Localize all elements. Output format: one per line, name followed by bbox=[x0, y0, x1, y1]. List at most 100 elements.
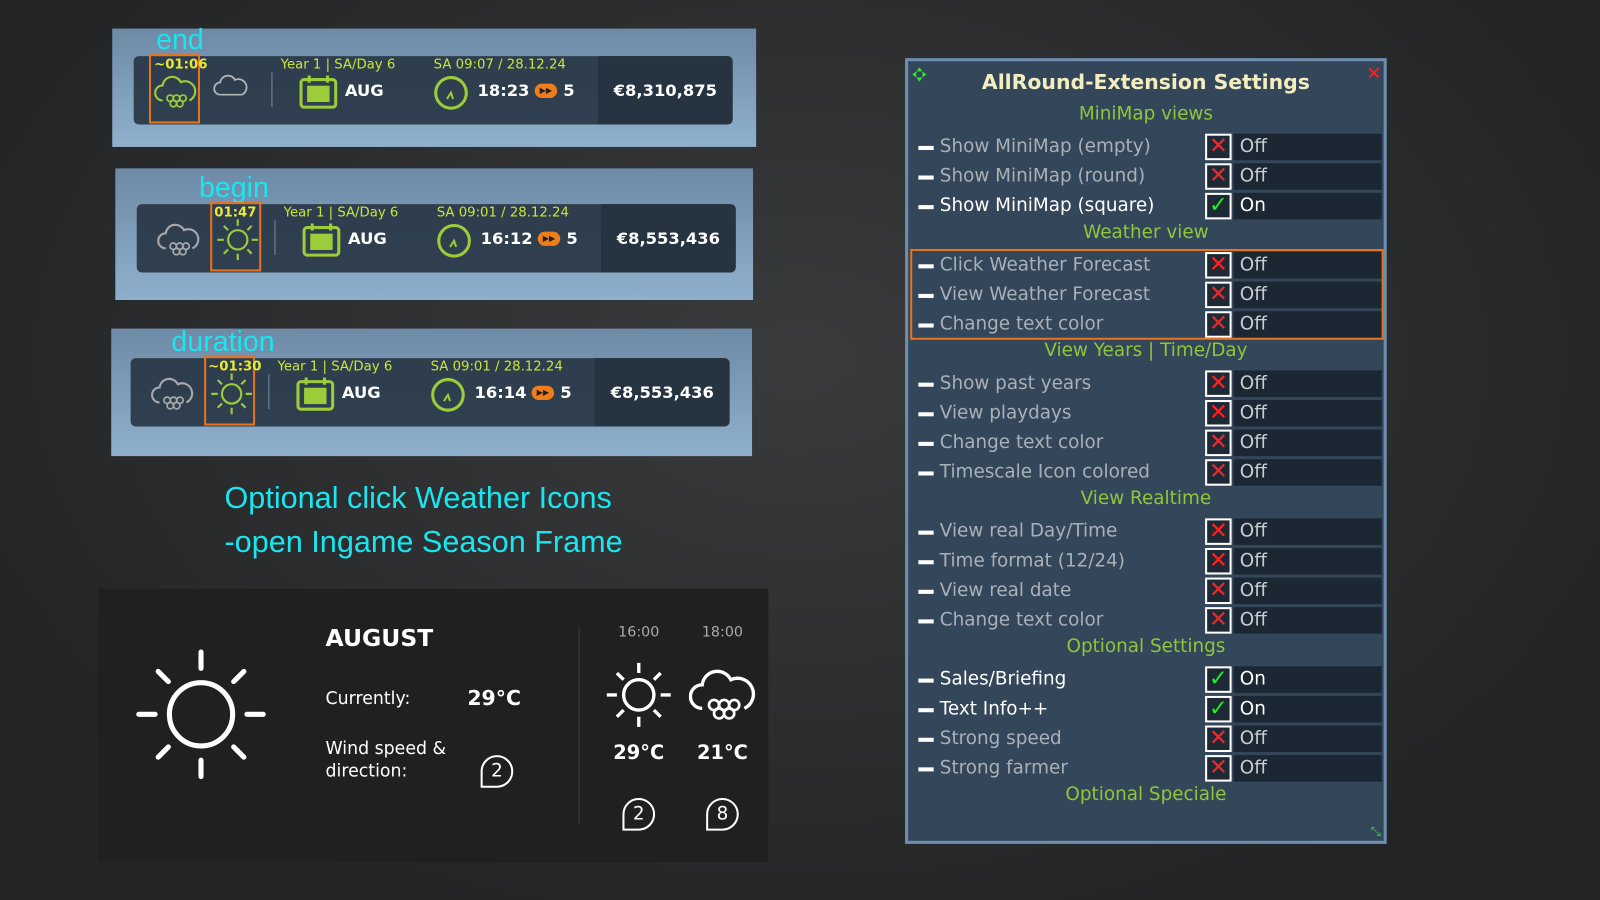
setting-value[interactable]: Off bbox=[1233, 547, 1382, 575]
x-icon[interactable]: ✕ bbox=[1205, 370, 1232, 397]
setting-value[interactable]: Off bbox=[1233, 370, 1382, 397]
timescale-icon[interactable]: ▶▶ bbox=[537, 231, 561, 246]
setting-label: Timescale Icon colored bbox=[939, 461, 1150, 483]
setting-row[interactable]: Change text color ✕ Off bbox=[908, 311, 1384, 339]
x-icon[interactable]: ✕ bbox=[1205, 281, 1232, 309]
setting-value[interactable]: Off bbox=[1233, 252, 1382, 279]
x-icon[interactable]: ✕ bbox=[1205, 547, 1232, 575]
setting-label: View real date bbox=[939, 579, 1072, 602]
setting-row[interactable]: Change text color ✕ Off bbox=[908, 429, 1384, 458]
timescale-icon[interactable]: ▶▶ bbox=[534, 83, 558, 98]
x-icon[interactable]: ✕ bbox=[1205, 755, 1232, 782]
divider bbox=[268, 374, 270, 410]
setting-label: View real Day/Time bbox=[939, 520, 1118, 542]
setting-value[interactable]: Off bbox=[1233, 577, 1382, 605]
move-icon[interactable] bbox=[912, 67, 927, 82]
sun-icon bbox=[605, 661, 672, 732]
hud-bar: ~01:06 Year 1 | SA/Day 6 AUG SA 09:07 / … bbox=[133, 54, 733, 125]
setting-row[interactable]: View Weather Forecast ✕ Off bbox=[908, 281, 1384, 310]
month: AUG bbox=[341, 382, 381, 403]
rain-cloud-icon[interactable] bbox=[151, 372, 194, 419]
rain-cloud-icon[interactable] bbox=[157, 218, 200, 265]
month: AUG bbox=[344, 80, 384, 100]
x-icon[interactable]: ✕ bbox=[1205, 725, 1232, 753]
dash-icon bbox=[918, 530, 934, 535]
x-icon[interactable]: ✕ bbox=[1205, 459, 1232, 486]
weather-timer: ~01:06 bbox=[154, 57, 208, 73]
setting-label: Change text color bbox=[939, 609, 1104, 631]
x-icon[interactable]: ✕ bbox=[1205, 399, 1232, 427]
section-title: Optional Settings bbox=[1066, 635, 1226, 658]
setting-value[interactable]: Off bbox=[1233, 459, 1382, 486]
dash-icon bbox=[918, 382, 934, 387]
dash-icon bbox=[918, 323, 934, 328]
check-icon[interactable]: ✓ bbox=[1205, 666, 1232, 693]
setting-value[interactable]: On bbox=[1233, 666, 1382, 693]
setting-row[interactable]: Change text color ✕ Off bbox=[908, 607, 1384, 635]
setting-row[interactable]: Text Info++ ✓ On bbox=[908, 695, 1384, 724]
setting-value[interactable]: On bbox=[1233, 192, 1382, 220]
setting-value[interactable]: Off bbox=[1233, 133, 1382, 161]
setting-row[interactable]: Show MiniMap (round) ✕ Off bbox=[908, 163, 1384, 191]
money: €8,553,436 bbox=[594, 358, 730, 427]
setting-row[interactable]: Show MiniMap (empty) ✕ Off bbox=[908, 133, 1384, 162]
sun-icon[interactable] bbox=[210, 372, 253, 419]
sun-icon[interactable] bbox=[216, 218, 259, 265]
x-icon[interactable]: ✕ bbox=[1205, 163, 1232, 190]
setting-row[interactable]: Click Weather Forecast ✕ Off bbox=[908, 252, 1384, 280]
rain-cloud-icon[interactable] bbox=[154, 70, 197, 117]
setting-value[interactable]: Off bbox=[1233, 281, 1382, 309]
setting-row[interactable]: Strong farmer ✕ Off bbox=[908, 755, 1384, 783]
x-icon[interactable]: ✕ bbox=[1205, 607, 1232, 634]
close-button[interactable]: ✕ bbox=[1366, 63, 1382, 85]
check-icon[interactable]: ✓ bbox=[1205, 192, 1232, 220]
weather-timer: ~01:30 bbox=[208, 359, 262, 375]
setting-row[interactable]: Time format (12/24) ✕ Off bbox=[908, 547, 1384, 576]
forecast-temp: 21°C bbox=[696, 741, 748, 765]
hud-bar: 01:47 Year 1 | SA/Day 6 AUG SA 09:01 / 2… bbox=[136, 202, 736, 273]
timescale-icon[interactable]: ▶▶ bbox=[531, 385, 555, 400]
month: AUG bbox=[347, 228, 387, 248]
forecast-wind: 2 bbox=[622, 797, 656, 831]
setting-value[interactable]: Off bbox=[1233, 725, 1382, 753]
setting-row[interactable]: View real date ✕ Off bbox=[908, 577, 1384, 606]
setting-value[interactable]: Off bbox=[1233, 607, 1382, 634]
settings-window: ✕ AllRound-Extension Settings MiniMap vi… bbox=[905, 58, 1387, 844]
x-icon[interactable]: ✕ bbox=[1205, 133, 1232, 161]
x-icon[interactable]: ✕ bbox=[1205, 518, 1232, 545]
cloud-icon[interactable] bbox=[213, 70, 248, 109]
setting-row[interactable]: Strong speed ✕ Off bbox=[908, 725, 1384, 754]
setting-row[interactable]: View playdays ✕ Off bbox=[908, 399, 1384, 428]
setting-value[interactable]: Off bbox=[1233, 163, 1382, 190]
highlight-box bbox=[910, 248, 1384, 340]
setting-value[interactable]: On bbox=[1233, 695, 1382, 723]
setting-value[interactable]: Off bbox=[1233, 311, 1382, 338]
forecast-wind: 8 bbox=[706, 797, 739, 831]
real-datetime: SA 09:01 / 28.12.24 bbox=[436, 205, 569, 221]
dash-icon bbox=[918, 708, 934, 713]
x-icon[interactable]: ✕ bbox=[1205, 429, 1232, 457]
wind-label: Wind speed & bbox=[325, 738, 447, 760]
calendar-icon bbox=[296, 377, 335, 411]
setting-row[interactable]: View real Day/Time ✕ Off bbox=[908, 518, 1384, 546]
x-icon[interactable]: ✕ bbox=[1205, 311, 1232, 338]
x-icon[interactable]: ✕ bbox=[1205, 577, 1232, 605]
setting-value[interactable]: Off bbox=[1233, 399, 1382, 427]
setting-row[interactable]: Timescale Icon colored ✕ Off bbox=[908, 459, 1384, 487]
check-icon[interactable]: ✓ bbox=[1205, 695, 1232, 723]
setting-row[interactable]: Show past years ✕ Off bbox=[908, 370, 1384, 398]
resize-handle-icon[interactable]: ⤡ bbox=[1370, 824, 1381, 839]
game-date: Year 1 | SA/Day 6 bbox=[280, 57, 396, 73]
dash-icon bbox=[918, 589, 934, 594]
setting-value[interactable]: Off bbox=[1233, 755, 1382, 782]
wind-speed: 2 bbox=[632, 803, 645, 825]
x-icon[interactable]: ✕ bbox=[1205, 252, 1232, 279]
setting-row[interactable]: Sales/Briefing ✓ On bbox=[908, 666, 1384, 694]
setting-value[interactable]: Off bbox=[1233, 429, 1382, 457]
section-title: View Years | Time/Day bbox=[1044, 339, 1248, 362]
forecast-time: 18:00 bbox=[701, 624, 744, 641]
setting-row[interactable]: Show MiniMap (square) ✓ On bbox=[908, 192, 1384, 221]
highlight-box bbox=[210, 202, 262, 272]
timescale-value: 5 bbox=[560, 382, 572, 403]
setting-value[interactable]: Off bbox=[1233, 518, 1382, 545]
